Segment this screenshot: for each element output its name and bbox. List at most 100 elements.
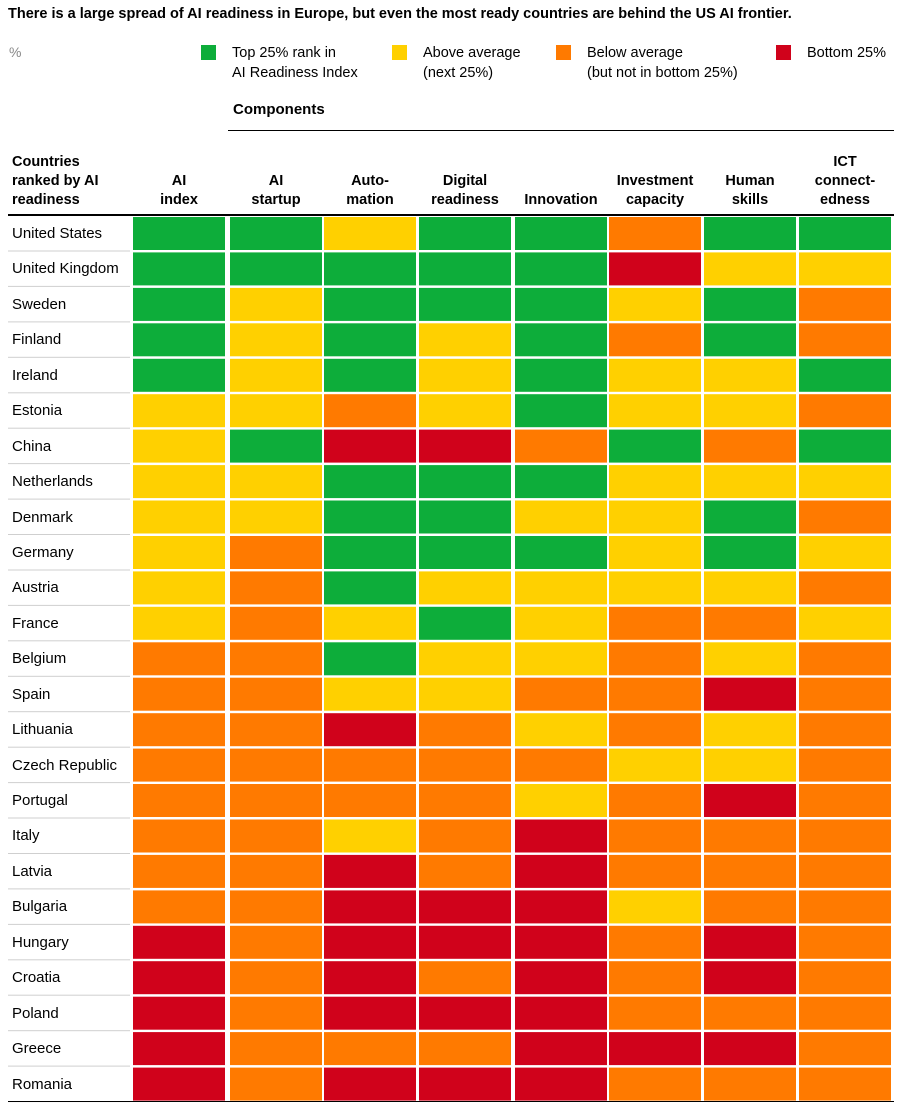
heatmap-cell-orange (230, 890, 322, 924)
bottom-rule (8, 1101, 894, 1102)
heatmap-cell-yellow (704, 713, 796, 747)
heatmap-cell-green (324, 287, 416, 321)
heatmap-cell-yellow (799, 536, 891, 569)
heatmap-cell-green (704, 536, 796, 569)
column-header: Investment capacity (603, 150, 707, 210)
legend-item-green: Top 25% rank in AI Readiness Index (201, 43, 358, 83)
heatmap-cell-orange (799, 925, 891, 959)
column-header-line: Human (725, 173, 775, 189)
row-separator (8, 746, 130, 748)
heatmap-cell-green (419, 217, 511, 250)
heatmap-cell-green (419, 500, 511, 534)
heatmap-cell-yellow (230, 323, 322, 357)
heatmap-cell-yellow (324, 677, 416, 711)
heatmap-cell-orange (609, 713, 701, 747)
legend-swatch-red (776, 45, 791, 60)
legend-label-line: Below average (587, 45, 683, 61)
heatmap-cell-orange (230, 677, 322, 711)
heatmap-cell-yellow (419, 677, 511, 711)
heatmap-cell-red (419, 429, 511, 463)
row-label: China (12, 437, 52, 455)
heatmap-cell-red (419, 1067, 511, 1101)
heatmap-cell-red (704, 677, 796, 711)
heatmap-cell-red (419, 890, 511, 924)
heatmap-cell-green (324, 465, 416, 499)
column-header-line: skills (731, 192, 769, 208)
row-separator (8, 994, 130, 996)
heatmap-cell-yellow (704, 465, 796, 499)
heatmap-cell-red (133, 961, 225, 995)
legend-label-line: (next 25%) (423, 65, 494, 81)
column-header-line: AI (268, 173, 284, 189)
legend-label: Top 25% rank in AI Readiness Index (232, 43, 358, 83)
heatmap-cell-orange (230, 713, 322, 747)
heatmap-cell-green (133, 217, 225, 250)
heatmap-cell-yellow (419, 358, 511, 392)
heatmap-cell-yellow (704, 394, 796, 428)
row-label: Greece (12, 1040, 62, 1058)
heatmap-cell-yellow (133, 429, 225, 463)
heatmap-cell-orange (133, 854, 225, 888)
heatmap-cell-yellow (609, 571, 701, 605)
heatmap-cell-orange (230, 571, 322, 605)
row-label: Sweden (12, 295, 67, 313)
heatmap-cell-orange (609, 677, 701, 711)
column-header: Auto-mation (318, 150, 422, 210)
row-header-line: ranked by AI (12, 173, 99, 189)
heatmap-cell-yellow (609, 287, 701, 321)
heatmap-cell-red (324, 1067, 416, 1101)
heatmap-cell-orange (230, 925, 322, 959)
heatmap-cell-yellow (515, 642, 607, 676)
heatmap-cell-green (419, 606, 511, 640)
row-separator (8, 463, 130, 465)
heatmap-cell-red (515, 854, 607, 888)
heatmap-cell-orange (324, 784, 416, 817)
row-label: Romania (12, 1075, 73, 1093)
heatmap-cell-red (704, 925, 796, 959)
heatmap-cell-orange (133, 819, 225, 853)
heatmap-cell-orange (704, 854, 796, 888)
heatmap-cell-red (515, 996, 607, 1030)
row-separator (8, 498, 130, 500)
heatmap-cell-red (515, 890, 607, 924)
heatmap-cell-yellow (799, 606, 891, 640)
heatmap-cell-green (419, 536, 511, 569)
heatmap-cell-yellow (515, 500, 607, 534)
heatmap-cell-green (419, 252, 511, 286)
heatmap-cell-orange (799, 323, 891, 357)
column-header: ICT connect-edness (793, 150, 897, 210)
heatmap-cell-orange (609, 784, 701, 817)
row-label: Czech Republic (12, 756, 118, 774)
heatmap-cell-yellow (133, 571, 225, 605)
legend-label: Below average (but not in bottom 25%) (587, 43, 738, 83)
header-rule (8, 214, 894, 216)
heatmap-cell-red (515, 1032, 607, 1066)
legend-label-line: AI Readiness Index (232, 65, 358, 81)
heatmap-cell-green (324, 536, 416, 569)
heatmap-cell-orange (230, 996, 322, 1030)
heatmap-cell-orange (799, 500, 891, 534)
heatmap-cell-green (515, 394, 607, 428)
column-header-line: connect- (814, 173, 876, 189)
row-separator (8, 782, 130, 784)
heatmap-cell-red (609, 1032, 701, 1066)
heatmap-cell-yellow (230, 465, 322, 499)
row-separator (8, 392, 130, 394)
heatmap-cell-orange (419, 748, 511, 782)
components-label: Components (233, 101, 325, 118)
unit-label: % (9, 44, 22, 60)
row-label: Bulgaria (12, 898, 68, 916)
row-separator (8, 604, 130, 606)
heatmap-cell-orange (419, 854, 511, 888)
heatmap-cell-yellow (799, 465, 891, 499)
heatmap-cell-red (133, 925, 225, 959)
heatmap-cell-red (324, 429, 416, 463)
legend-label: Above average (next 25%) (423, 43, 521, 83)
column-header-line: readiness (431, 192, 499, 208)
heatmap-cell-green (799, 429, 891, 463)
heatmap-cell-yellow (419, 323, 511, 357)
row-separator (8, 427, 130, 429)
row-label: Ireland (12, 366, 58, 384)
heatmap-cell-green (704, 287, 796, 321)
row-label: France (12, 614, 59, 632)
